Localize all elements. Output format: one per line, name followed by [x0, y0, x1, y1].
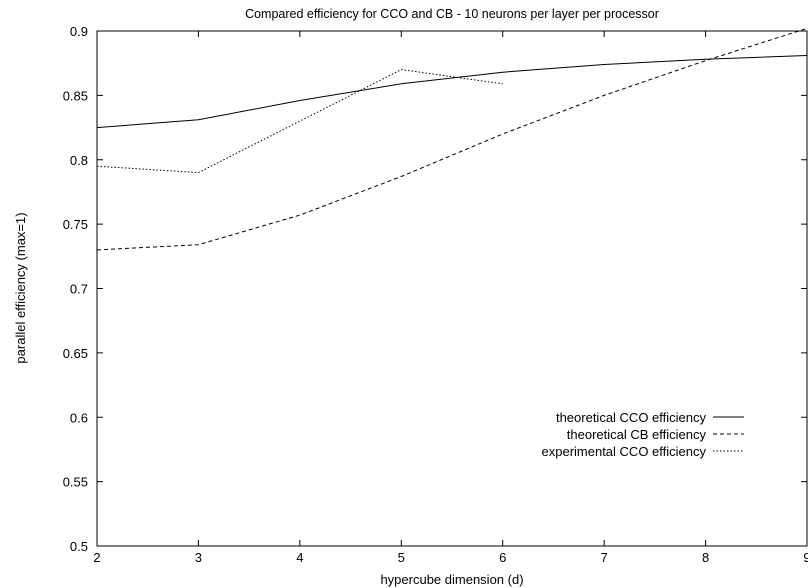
legend: theoretical CCO efficiency theoretical CB…: [542, 410, 744, 459]
x-tick-label: 4: [296, 550, 303, 565]
y-tick-label: 0.5: [70, 539, 88, 554]
axis-ticks: 2 3 4 5 6 7 8 9 0.5 0.55 0.6 0.65 0.7 0.75 0.8 0.85 0.9: [63, 24, 808, 565]
x-tick-label: 6: [499, 550, 506, 565]
y-tick-label: 0.7: [70, 282, 88, 297]
y-axis-label: parallel efficiency (max=1): [13, 212, 28, 363]
y-tick-label: 0.75: [63, 217, 88, 232]
series-line-1: [96, 55, 808, 129]
legend-label: theoretical CB efficiency: [567, 427, 707, 442]
x-tick-label: 9: [803, 550, 808, 565]
series-line-2: [96, 27, 808, 251]
x-tick-label: 3: [195, 550, 202, 565]
y-tick-label: 0.65: [63, 346, 88, 361]
x-tick-label: 2: [93, 550, 100, 565]
legend-label: experimental CCO efficiency: [542, 444, 707, 459]
series-layer: [96, 27, 808, 251]
x-axis-label: hypercube dimension (d): [380, 572, 523, 587]
series-line-3: [96, 69, 503, 174]
plot-frame: [96, 30, 808, 547]
x-tick-label: 8: [702, 550, 709, 565]
x-tick-label: 5: [398, 550, 405, 565]
chart-title: Compared efficiency for CCO and CB - 10 …: [245, 7, 659, 21]
x-tick-label: 7: [601, 550, 608, 565]
y-tick-label: 0.6: [70, 410, 88, 425]
y-tick-label: 0.9: [70, 24, 88, 39]
legend-label: theoretical CCO efficiency: [556, 410, 707, 425]
y-tick-label: 0.85: [63, 88, 88, 103]
y-tick-label: 0.8: [70, 153, 88, 168]
y-tick-label: 0.55: [63, 475, 88, 490]
